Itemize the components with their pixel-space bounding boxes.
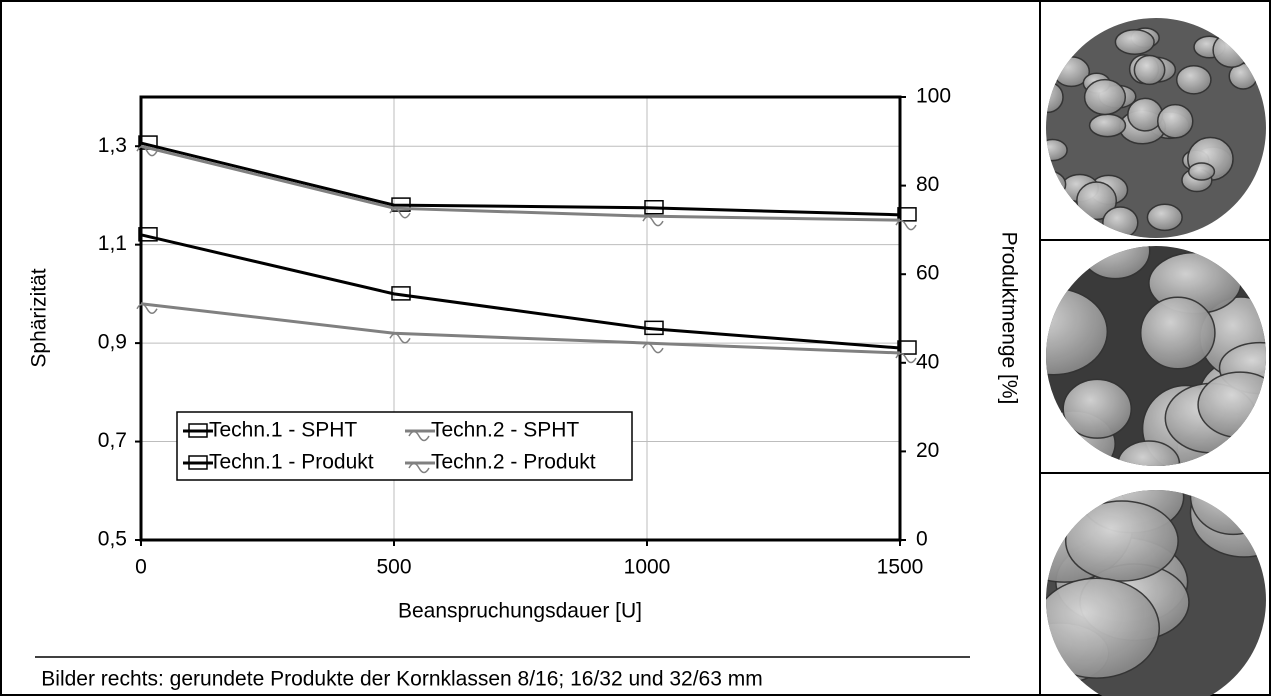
marker xyxy=(138,227,158,242)
series-line xyxy=(140,144,901,222)
pebble xyxy=(1048,18,1080,33)
pebble xyxy=(1212,32,1251,68)
pebble xyxy=(1175,64,1212,95)
y-tick-label: 0,5 xyxy=(98,528,127,551)
pebble xyxy=(1046,208,1081,235)
series-line xyxy=(140,233,901,350)
legend-marker xyxy=(188,423,208,438)
photos xyxy=(1046,18,1266,696)
plot-border xyxy=(139,95,902,542)
pebble xyxy=(1187,162,1216,181)
pebble xyxy=(1083,78,1127,116)
legend-marker xyxy=(408,462,430,474)
pebble xyxy=(1046,220,1086,238)
pebble xyxy=(1114,28,1155,56)
y2-tick-label: 20 xyxy=(916,439,939,462)
legend-label: Techn.1 - Produkt xyxy=(209,451,374,474)
marker xyxy=(391,286,411,301)
x-tick-label: 1000 xyxy=(624,556,671,579)
pebble xyxy=(1050,19,1079,47)
pebble xyxy=(1046,170,1067,199)
marker xyxy=(136,303,158,314)
pebble xyxy=(1046,81,1064,114)
marker xyxy=(895,352,917,364)
y-tick-label: 1,1 xyxy=(98,232,127,255)
legend-marker xyxy=(188,455,208,470)
x-tick-label: 500 xyxy=(376,556,411,579)
pebble xyxy=(1146,203,1183,232)
series-line xyxy=(140,141,901,217)
marker xyxy=(136,145,158,157)
marker xyxy=(644,200,664,215)
caption: Bilder rechts: gerundete Produkte der Ko… xyxy=(41,668,762,691)
legend-label: Techn.2 - SPHT xyxy=(431,419,579,442)
marker xyxy=(644,320,664,336)
legend-label: Techn.2 - Produkt xyxy=(431,451,596,474)
y-tick-label: 0,7 xyxy=(98,429,127,452)
series-line xyxy=(140,302,901,355)
y2-tick-label: 100 xyxy=(916,85,951,108)
pebble xyxy=(1060,18,1105,33)
marker xyxy=(897,207,917,222)
pebble xyxy=(1046,138,1068,162)
y-axis-title: Sphärizität xyxy=(28,268,51,367)
y-tick-label: 1,3 xyxy=(98,134,127,157)
pebble xyxy=(1189,490,1266,536)
pebble xyxy=(1088,113,1127,138)
y2-tick-label: 80 xyxy=(916,173,939,196)
pebble xyxy=(1064,500,1179,582)
y-tick-label: 0,9 xyxy=(98,331,127,354)
marker xyxy=(391,197,411,212)
legend-marker xyxy=(408,430,430,442)
x-tick-label: 0 xyxy=(135,556,147,579)
y2-tick-label: 40 xyxy=(916,350,939,373)
y2-tick-label: 0 xyxy=(916,528,928,551)
pebble xyxy=(1046,577,1161,679)
pebble xyxy=(1133,54,1166,86)
pebble xyxy=(1197,371,1266,439)
pebble xyxy=(1102,206,1139,238)
y2-tick-label: 60 xyxy=(916,262,939,285)
marker xyxy=(895,219,917,231)
legend: Techn.1 - SPHT Techn.2 - SPHT Techn.1 - Pr… xyxy=(176,411,633,481)
marker xyxy=(389,207,411,219)
pebble xyxy=(1076,181,1118,221)
pebble xyxy=(1117,440,1181,466)
marker xyxy=(642,342,664,354)
pebble xyxy=(1237,221,1266,238)
x-tick-label: 1500 xyxy=(877,556,924,579)
pebble xyxy=(1156,103,1194,139)
legend-label: Techn.1 - SPHT xyxy=(209,419,357,442)
pebble xyxy=(1062,378,1133,439)
marker xyxy=(389,333,411,344)
y2-axis-title: Produktmenge [%] xyxy=(997,232,1020,405)
legend-box xyxy=(176,411,633,481)
marker xyxy=(897,340,917,355)
pebble xyxy=(1139,296,1216,370)
marker xyxy=(642,215,664,227)
x-axis-title: Beanspruchungsdauer [U] xyxy=(398,600,642,623)
